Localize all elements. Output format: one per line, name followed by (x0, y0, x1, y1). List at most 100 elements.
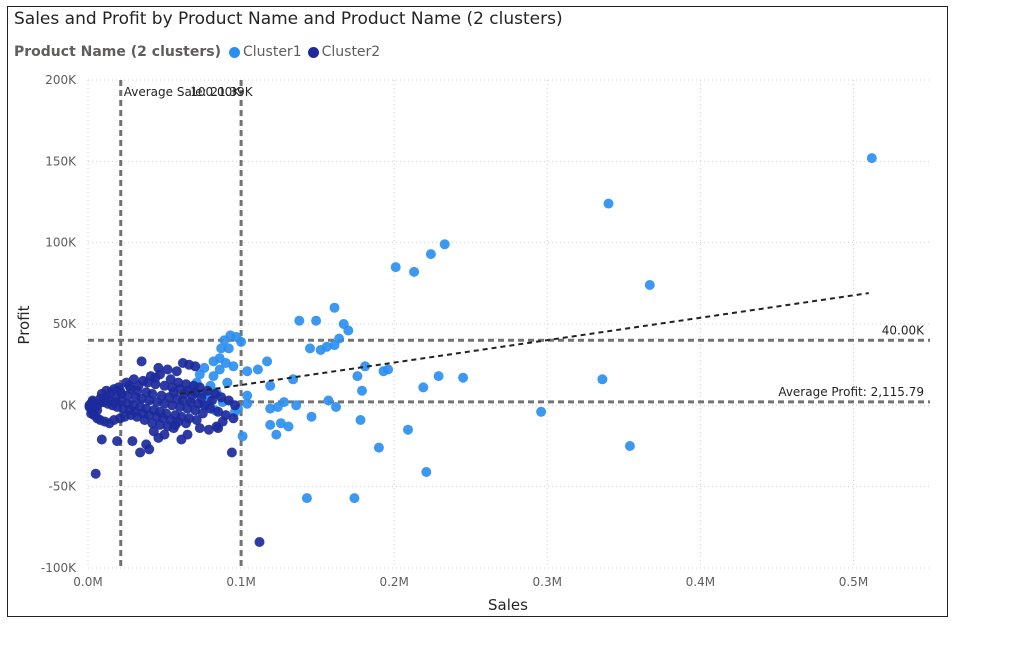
data-point-cluster1 (194, 369, 205, 380)
data-point-cluster1 (242, 390, 253, 401)
data-point-cluster1 (228, 361, 239, 372)
data-point-cluster2 (162, 364, 173, 375)
data-point-cluster2 (153, 432, 164, 443)
data-point-cluster1 (343, 325, 354, 336)
data-point-cluster1 (275, 418, 286, 429)
data-point-cluster1 (355, 415, 366, 425)
data-point-cluster1 (331, 402, 341, 412)
y-tick-label: 0K (60, 398, 77, 412)
data-point-cluster1 (403, 424, 413, 435)
x-axis-title: Sales (488, 596, 528, 614)
data-point-cluster1 (242, 398, 253, 409)
x-tick-label: 0.4M (686, 575, 715, 589)
y-tick-label: 50K (53, 317, 77, 331)
data-point-cluster1 (334, 333, 345, 344)
data-point-cluster1 (262, 356, 273, 367)
data-point-cluster1 (373, 442, 384, 453)
data-point-cluster1 (425, 249, 436, 260)
data-point-cluster1 (352, 371, 363, 382)
x-tick-label: 0.1M (226, 575, 255, 589)
data-point-cluster2 (159, 398, 170, 409)
data-point-cluster1 (349, 493, 360, 504)
data-point-cluster2 (144, 395, 155, 406)
legend: Product Name (2 clusters) Cluster1 Clust… (14, 44, 386, 60)
data-point-cluster2 (226, 447, 237, 458)
legend-marker-cluster1 (229, 46, 240, 58)
data-point-cluster2 (174, 402, 185, 412)
data-point-cluster1 (265, 403, 276, 414)
data-point-cluster1 (265, 419, 276, 430)
data-point-cluster2 (124, 380, 135, 391)
data-point-cluster1 (311, 315, 322, 326)
data-point-cluster1 (866, 153, 877, 164)
y-tick-label: -100K (41, 561, 77, 575)
data-point-cluster1 (291, 400, 302, 411)
data-point-cluster1 (433, 371, 444, 382)
data-point-cluster1 (597, 374, 608, 385)
data-point-cluster2 (109, 384, 119, 395)
data-point-cluster2 (127, 436, 138, 447)
data-point-cluster1 (252, 364, 263, 375)
data-point-cluster2 (181, 379, 191, 390)
grid-layer (87, 79, 930, 569)
data-point-cluster2 (228, 413, 239, 424)
data-point-cluster2 (176, 434, 187, 445)
data-point-cluster2 (191, 415, 202, 425)
data-point-cluster2 (136, 393, 147, 404)
data-point-cluster2 (197, 408, 208, 419)
data-point-cluster2 (87, 395, 98, 406)
data-point-cluster2 (230, 400, 240, 411)
data-point-cluster2 (216, 392, 227, 403)
x-tick-label: 0.2M (379, 575, 408, 589)
data-point-cluster1 (222, 377, 233, 388)
data-point-cluster2 (112, 436, 123, 447)
data-point-cluster2 (194, 423, 205, 434)
data-point-cluster2 (196, 392, 207, 403)
data-point-cluster1 (242, 366, 253, 377)
data-point-cluster1 (421, 467, 432, 477)
data-point-cluster2 (141, 439, 152, 450)
tick-labels: -100K -50K 0K 50K 100K 150K 200K 0.0M 0.1M 0.2M 0.… (41, 73, 868, 589)
data-point-cluster1 (301, 493, 312, 504)
visual-frame (7, 6, 948, 617)
sales-100k-label: 100.00K (190, 85, 241, 99)
data-point-cluster2 (165, 374, 176, 385)
average-sale-label: Average Sale: 21.39K (124, 85, 254, 99)
data-point-cluster1 (323, 395, 334, 406)
chart-title: Sales and Profit by Product Name and Pro… (14, 9, 563, 29)
data-point-cluster1 (409, 266, 420, 277)
legend-item-cluster1[interactable]: Cluster1 (229, 44, 302, 60)
data-point-cluster1 (283, 421, 294, 432)
data-point-cluster1 (360, 361, 371, 372)
data-point-cluster1 (306, 411, 317, 422)
data-point-cluster2 (176, 411, 187, 422)
data-point-cluster1 (265, 380, 276, 391)
y-tick-label: -50K (49, 480, 78, 494)
data-point-cluster2 (168, 387, 179, 398)
data-point-cluster1 (272, 402, 283, 412)
data-point-cluster2 (162, 421, 173, 432)
data-point-cluster2 (171, 366, 182, 377)
trend-line (179, 292, 869, 395)
data-points (84, 153, 877, 547)
data-point-cluster2 (254, 537, 265, 547)
data-point-cluster1 (208, 356, 219, 367)
data-point-cluster2 (139, 415, 150, 425)
data-point-cluster2 (173, 377, 184, 388)
data-point-cluster1 (294, 315, 305, 326)
legend-label-cluster1: Cluster1 (243, 44, 302, 60)
data-point-cluster2 (135, 447, 146, 458)
data-point-cluster2 (155, 419, 165, 430)
data-point-cluster1 (536, 406, 547, 417)
data-point-cluster2 (141, 403, 152, 414)
data-point-cluster2 (96, 434, 107, 445)
data-point-cluster2 (213, 423, 224, 434)
data-point-cluster2 (132, 411, 142, 422)
data-point-cluster2 (190, 405, 201, 416)
data-point-cluster1 (383, 364, 394, 375)
legend-item-cluster2[interactable]: Cluster2 (307, 44, 380, 60)
data-point-cluster1 (214, 364, 225, 375)
legend-marker-cluster2 (307, 46, 319, 58)
